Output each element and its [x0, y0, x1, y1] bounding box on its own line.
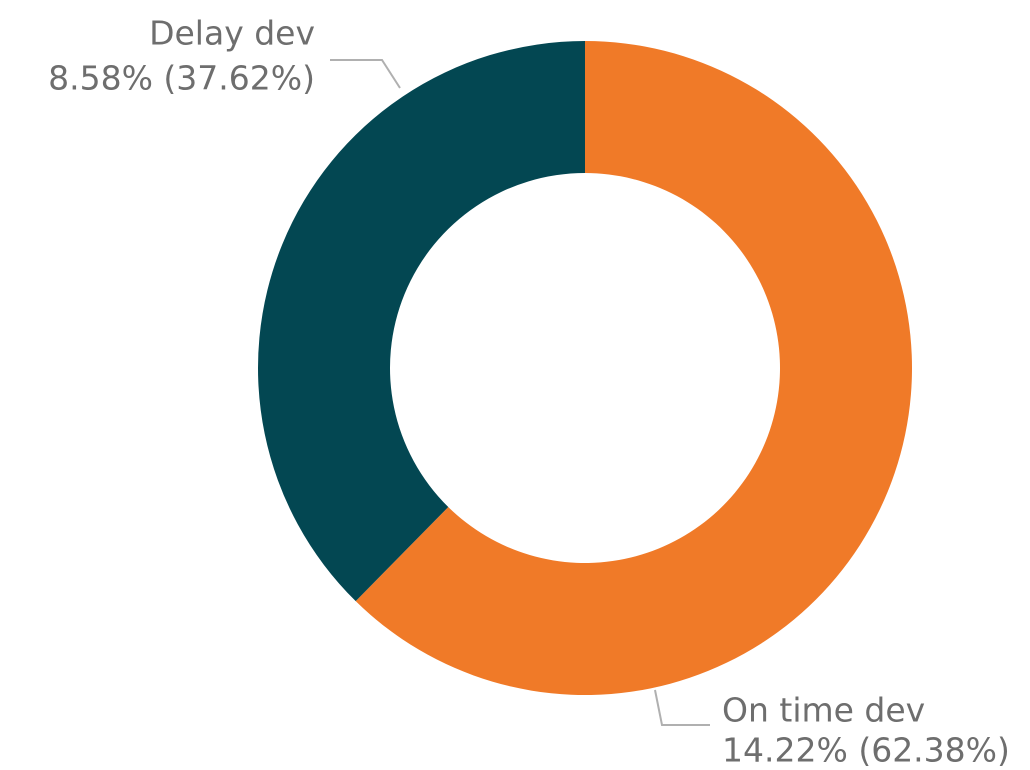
slice-label: On time dev	[722, 691, 925, 730]
value-label: 8.58% (37.62%)	[48, 59, 315, 98]
leader-line	[654, 689, 710, 726]
slice-label: Delay dev	[149, 14, 315, 53]
donut-slice	[257, 41, 585, 602]
donut-slice	[355, 41, 912, 696]
value-label: 14.22% (62.38%)	[722, 731, 1010, 770]
leader-line	[330, 59, 401, 89]
